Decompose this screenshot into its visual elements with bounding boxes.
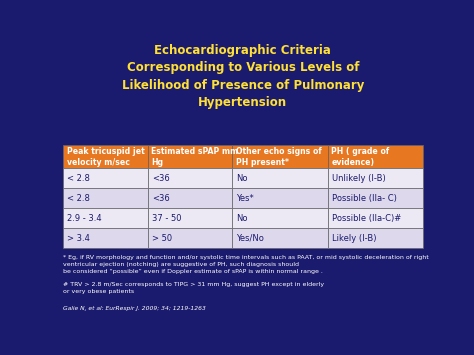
Text: < 2.8: < 2.8 [67,174,90,183]
Text: * Eg, if RV morphology and function and/or systolic time intervals such as PAAT,: * Eg, if RV morphology and function and/… [63,255,428,294]
Bar [232,145,328,168]
Text: > 3.4: > 3.4 [67,234,90,243]
Bar [232,188,328,208]
Text: 37 - 50: 37 - 50 [152,214,182,223]
Text: Yes/No: Yes/No [237,234,264,243]
Bar [63,188,147,208]
Text: Galie N, et al: EurRespir J. 2009; 34; 1219-1263: Galie N, et al: EurRespir J. 2009; 34; 1… [63,306,206,311]
Bar [147,145,232,168]
Text: Other echo signs of
PH present*: Other echo signs of PH present* [236,147,321,167]
Bar [328,168,423,188]
Bar [63,145,147,168]
Text: Unlikely (I-B): Unlikely (I-B) [332,174,385,183]
Text: PH ( grade of
evidence): PH ( grade of evidence) [331,147,389,167]
Text: 2.9 - 3.4: 2.9 - 3.4 [67,214,102,223]
Bar [147,228,232,248]
Bar [328,228,423,248]
Text: Estimated sPAP mm
Hg: Estimated sPAP mm Hg [151,147,238,167]
Bar [328,145,423,168]
Bar [232,228,328,248]
Bar [328,208,423,228]
Text: Likely (I-B): Likely (I-B) [332,234,376,243]
Text: Yes*: Yes* [237,194,254,203]
Text: Possible (IIa- C): Possible (IIa- C) [332,194,397,203]
Bar [232,168,328,188]
Bar [232,208,328,228]
Text: <36: <36 [152,194,170,203]
Bar [147,168,232,188]
Text: < 2.8: < 2.8 [67,194,90,203]
Text: <36: <36 [152,174,170,183]
Text: No: No [237,174,248,183]
Bar [328,188,423,208]
Text: Peak tricuspid jet
velocity m/sec: Peak tricuspid jet velocity m/sec [66,147,144,167]
Text: > 50: > 50 [152,234,172,243]
Bar [63,228,147,248]
Text: Echocardiographic Criteria
Corresponding to Various Levels of
Likelihood of Pres: Echocardiographic Criteria Corresponding… [122,44,364,109]
Text: No: No [237,214,248,223]
Bar [63,168,147,188]
Bar [147,208,232,228]
Bar [63,208,147,228]
Bar [147,188,232,208]
Text: Possible (IIa-C)#: Possible (IIa-C)# [332,214,401,223]
